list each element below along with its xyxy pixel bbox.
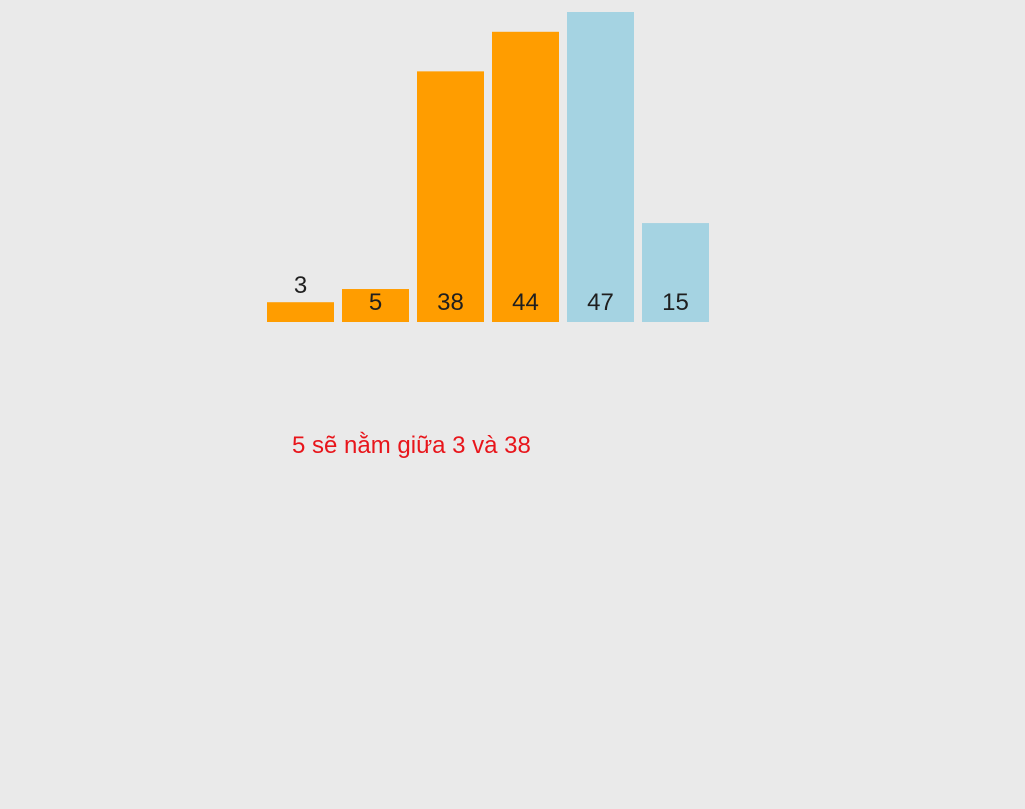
bar-3 [267,302,334,322]
bar-38 [417,71,484,323]
bar-5 [342,289,409,322]
bar-47 [567,12,634,322]
caption-text: 5 sẽ nằm giữa 3 và 38 [292,432,531,459]
bar-value-label: 38 [437,289,464,316]
bar-value-label: 47 [587,289,614,316]
bar-value-label: 15 [662,289,689,316]
bar-value-label: 44 [512,289,539,316]
bar-value-label: 5 [369,289,382,316]
bar-value-label: 3 [294,272,307,299]
bar-44 [492,31,559,323]
bar-15 [642,223,709,322]
